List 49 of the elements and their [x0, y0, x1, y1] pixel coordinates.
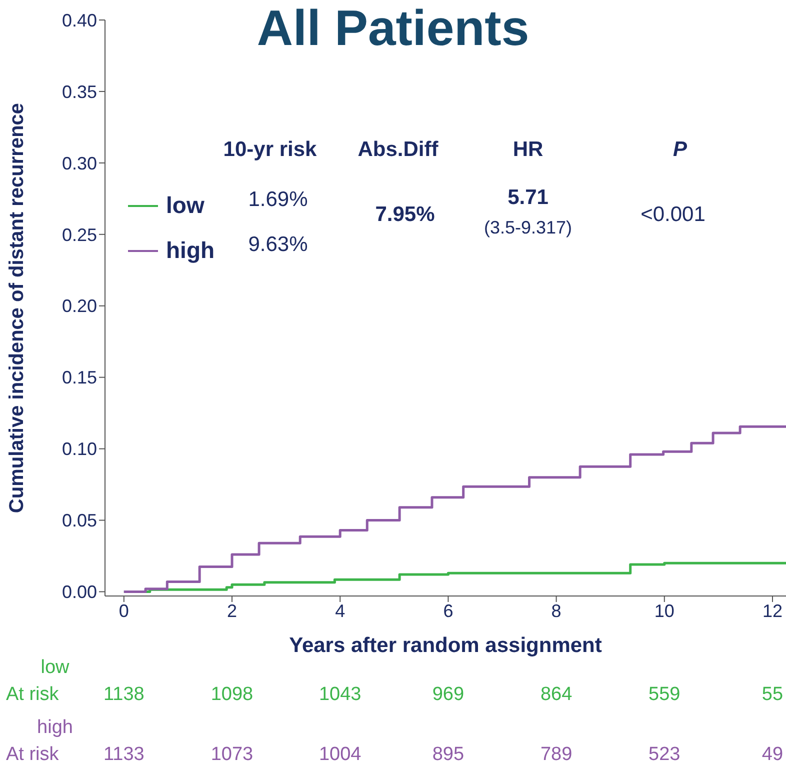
text: 895	[432, 744, 464, 764]
y-tick-label: 0.20	[62, 296, 97, 316]
x-tick-label: 2	[227, 600, 238, 621]
annotation: HR	[512, 138, 544, 162]
x-tick-label: 0	[118, 600, 129, 621]
annotation: 5.71	[508, 186, 548, 210]
annotation: 10-yr risk	[223, 138, 317, 162]
text: 49	[762, 744, 784, 764]
annotation: 1.69%	[248, 188, 308, 212]
y-tick-label: 0.25	[62, 224, 97, 245]
text: 789	[540, 744, 572, 764]
annotation: (3.5-9.317)	[484, 218, 572, 238]
x-tick-label: 8	[551, 600, 562, 621]
text: 523	[648, 744, 680, 764]
text: high	[37, 717, 73, 739]
y-tick-label: 0.10	[62, 439, 97, 460]
text: 55	[762, 684, 784, 706]
y-tick-label: 0.05	[62, 510, 97, 531]
annotation: P	[672, 138, 688, 162]
y-tick-label: 0.00	[62, 582, 97, 602]
text: At risk	[6, 744, 59, 764]
y-tick-label: 0.40	[62, 10, 97, 30]
text: 864	[540, 684, 572, 706]
x-tick-label: 12	[762, 600, 783, 621]
x-tick-label: 10	[654, 600, 674, 621]
annotation: 7.95%	[375, 203, 435, 227]
chart-title: All Patients	[256, 0, 530, 56]
text: 1043	[318, 684, 362, 706]
y-tick-label: 0.30	[62, 153, 97, 174]
text: 1133	[103, 744, 144, 764]
y-tick-label: 0.15	[62, 368, 97, 388]
text: 1004	[318, 744, 362, 764]
text: 969	[432, 684, 464, 706]
text: 559	[648, 684, 680, 706]
annotation: 9.63%	[248, 233, 308, 257]
text: low	[40, 657, 70, 679]
x-tick-label: 6	[443, 600, 454, 621]
text: 1073	[210, 744, 254, 764]
legend-label: high	[166, 237, 215, 264]
annotation: <0.001	[640, 203, 706, 227]
y-axis-title: Cumulative incidence of distant recurrence	[6, 102, 28, 514]
annotation: Abs.Diff	[358, 138, 438, 162]
x-axis-title: Years after random assignment	[289, 634, 602, 657]
text: 1098	[210, 684, 254, 706]
y-tick-label: 0.35	[62, 82, 97, 102]
legend-label: low	[166, 192, 204, 219]
text: 1138	[103, 684, 144, 706]
text: At risk	[6, 684, 59, 706]
x-tick-label: 4	[335, 600, 346, 621]
